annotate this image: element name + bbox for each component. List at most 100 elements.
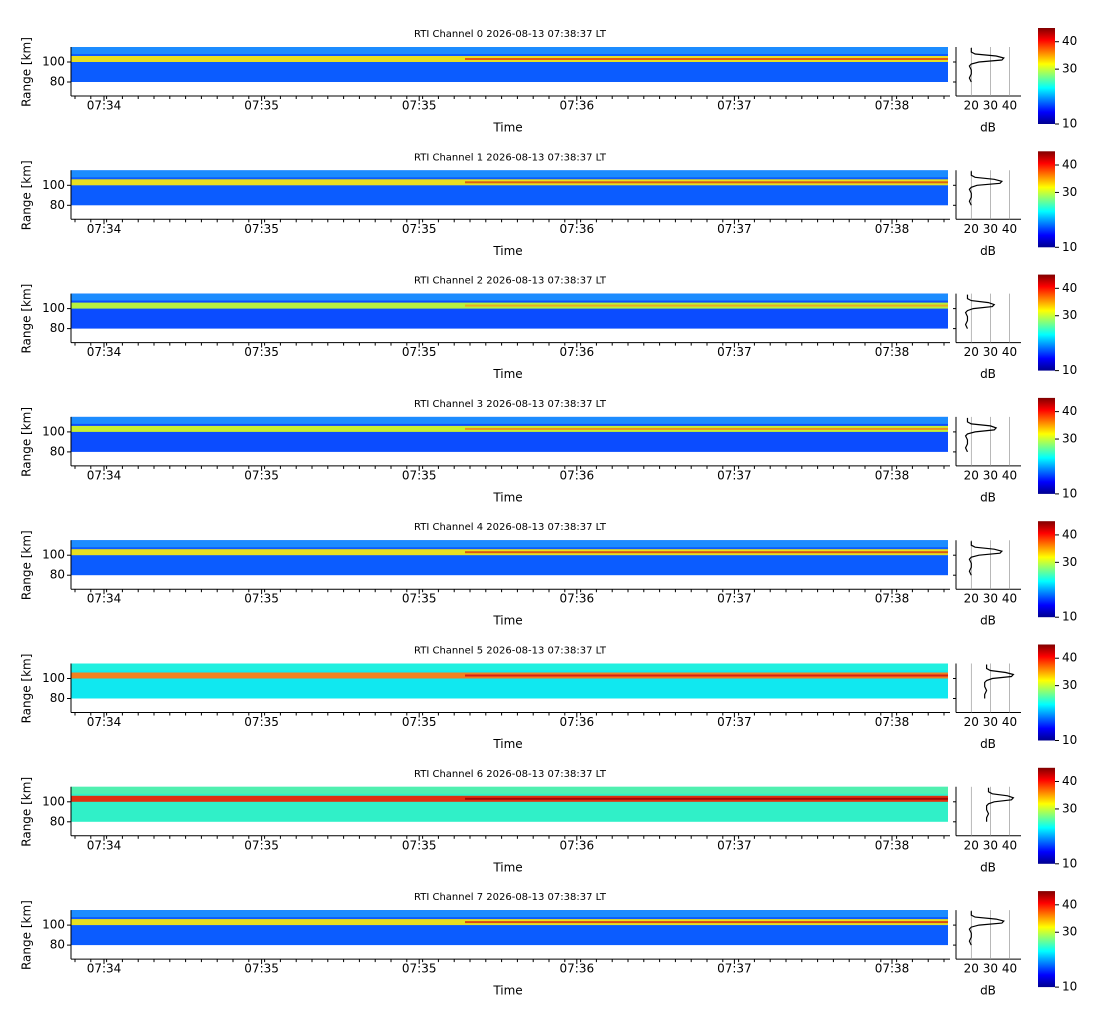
x-axis-label: Time [492,614,522,628]
y-axis-label: Range [km] [20,37,34,107]
colorbar-tick-label: 30 [1062,308,1077,322]
y-tick-label: 100 [42,55,65,69]
profile-x-label: dB [980,244,996,258]
x-tick-label: 07:36 [560,838,595,852]
profile-tick-label: 40 [1002,345,1017,359]
profile-tick-label: 30 [983,468,998,482]
x-tick-label: 07:34 [87,962,122,976]
panel: RTI Channel 3 2026-08-13 07:38:37 LT 80 10… [20,397,1077,504]
colorbar-tick-label: 40 [1062,34,1077,48]
x-tick-label: 07:35 [402,592,437,606]
profile-x-label: dB [980,121,996,135]
x-tick-label: 07:35 [244,468,279,482]
x-tick-label: 07:35 [402,222,437,236]
x-tick-label: 07:35 [244,962,279,976]
x-tick-label: 07:34 [87,592,122,606]
profile-tick-label: 30 [983,99,998,113]
profile-line [964,417,998,453]
colorbar-tick-label: 10 [1062,117,1077,131]
profile-tick-label: 20 [964,468,979,482]
heatmap-core [465,674,948,677]
y-axis-label: Range [km] [20,407,34,477]
heatmap-core [465,427,948,430]
x-tick-label: 07:35 [244,838,279,852]
profile-tick-label: 40 [1002,715,1017,729]
heatmap-core [465,921,948,924]
x-tick-label: 07:36 [560,962,595,976]
profile-tick-label: 40 [1002,99,1017,113]
x-axis-label: Time [492,860,522,874]
x-tick-label: 07:37 [717,345,752,359]
colorbar-tick-label: 30 [1062,925,1077,939]
panel: RTI Channel 2 2026-08-13 07:38:37 LT 80 10… [20,274,1077,381]
y-tick-label: 80 [50,75,65,89]
x-tick-label: 07:38 [875,99,910,113]
x-axis-label: Time [492,367,522,381]
x-tick-label: 07:37 [717,715,752,729]
heatmap-top [71,540,948,548]
y-tick-label: 80 [50,321,65,335]
x-tick-label: 07:35 [244,592,279,606]
panel: RTI Channel 6 2026-08-13 07:38:37 LT 80 10… [20,767,1077,874]
x-axis-label: Time [492,121,522,135]
x-tick-label: 07:34 [87,222,122,236]
profile-tick-label: 30 [983,345,998,359]
x-tick-label: 07:38 [875,715,910,729]
heatmap-top [71,47,948,54]
profile-tick-label: 30 [983,715,998,729]
x-tick-label: 07:36 [560,99,595,113]
heatmap-core [465,551,948,554]
colorbar [1038,767,1055,864]
profile-tick-label: 20 [964,592,979,606]
x-tick-label: 07:38 [875,592,910,606]
heatmap-top [71,663,948,671]
x-tick-label: 07:38 [875,345,910,359]
x-tick-label: 07:34 [87,99,122,113]
colorbar-tick-label: 40 [1062,897,1077,911]
y-axis-label: Range [km] [20,900,34,970]
x-tick-label: 07:36 [560,222,595,236]
colorbar-tick-label: 10 [1062,980,1077,994]
x-tick-label: 07:35 [402,468,437,482]
y-axis-label: Range [km] [20,284,34,354]
y-tick-label: 100 [42,301,65,315]
x-tick-label: 07:38 [875,468,910,482]
colorbar-tick-label: 30 [1062,678,1077,692]
x-tick-label: 07:37 [717,592,752,606]
colorbar-tick-label: 30 [1062,62,1077,76]
heatmap-top [71,910,948,918]
profile-line [985,787,1015,822]
profile-line [968,911,1005,946]
heatmap-top [71,170,948,178]
panel: RTI Channel 5 2026-08-13 07:38:37 LT 80 10… [20,644,1077,751]
y-axis-label: Range [km] [20,777,34,847]
x-tick-label: 07:34 [87,715,122,729]
heatmap-core [465,58,948,60]
panel-title: RTI Channel 4 2026-08-13 07:38:37 LT [414,522,607,533]
y-tick-label: 80 [50,198,65,212]
x-tick-label: 07:35 [402,962,437,976]
colorbar-tick-label: 40 [1062,651,1077,665]
x-axis-label: Time [492,244,522,258]
profile-tick-label: 20 [964,345,979,359]
y-tick-label: 100 [42,794,65,808]
y-tick-label: 100 [42,178,65,192]
profile-tick-label: 20 [964,99,979,113]
panel: RTI Channel 4 2026-08-13 07:38:37 LT 80 10… [20,521,1077,628]
panel: RTI Channel 7 2026-08-13 07:38:37 LT 80 10… [20,891,1077,998]
x-tick-label: 07:37 [717,99,752,113]
profile-tick-label: 20 [964,715,979,729]
y-tick-label: 100 [42,918,65,932]
profile-line [964,294,996,329]
x-tick-label: 07:37 [717,962,752,976]
colorbar-tick-label: 10 [1062,240,1077,254]
y-tick-label: 80 [50,444,65,458]
x-tick-label: 07:35 [402,345,437,359]
x-tick-label: 07:35 [244,345,279,359]
profile-tick-label: 40 [1002,468,1017,482]
x-tick-label: 07:35 [402,715,437,729]
x-tick-label: 07:38 [875,962,910,976]
panel-title: RTI Channel 7 2026-08-13 07:38:37 LT [414,892,607,903]
colorbar-tick-label: 30 [1062,432,1077,446]
profile-tick-label: 30 [983,222,998,236]
